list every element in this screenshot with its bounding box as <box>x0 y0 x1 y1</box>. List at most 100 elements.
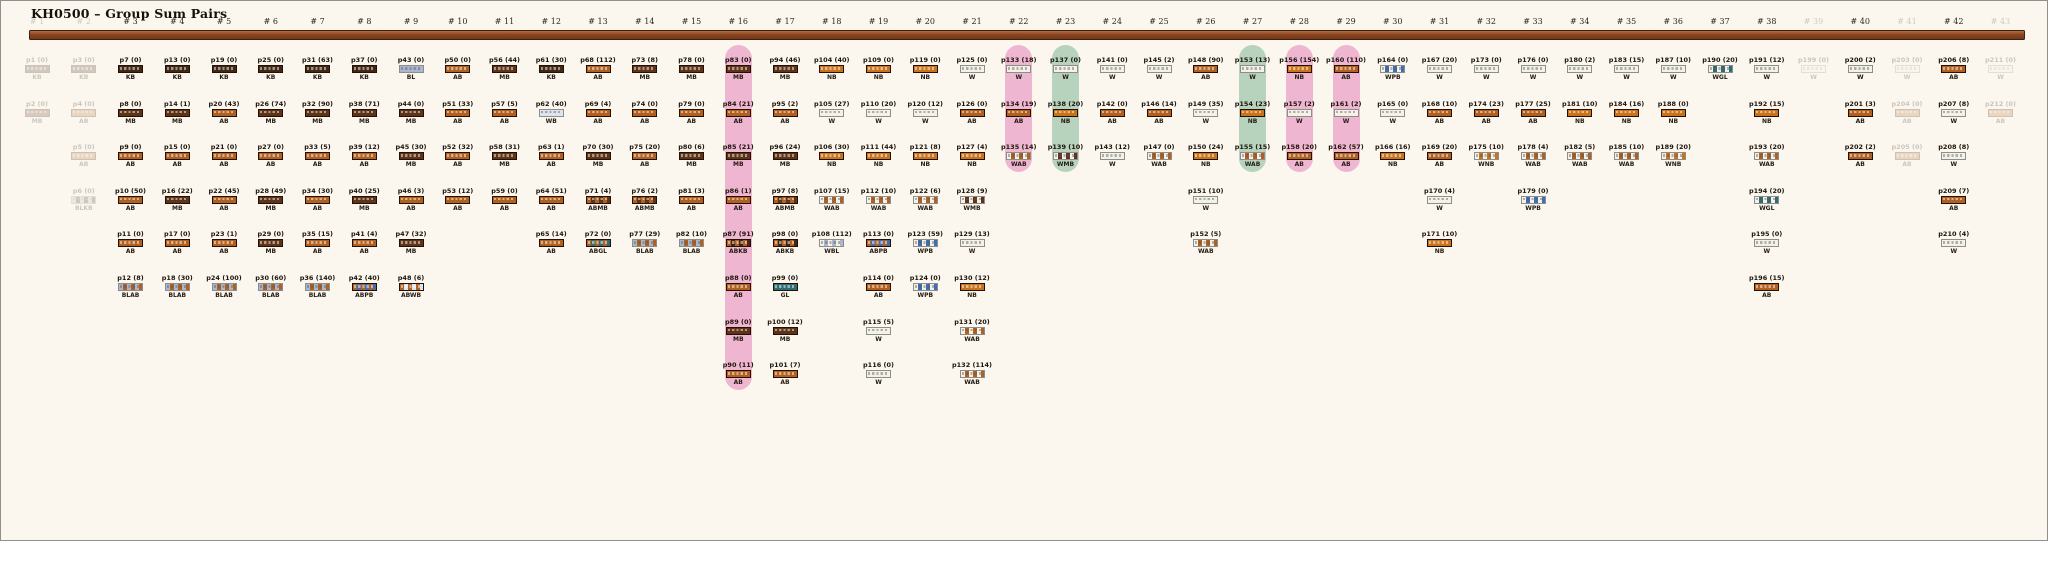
color-code-tag: NB <box>873 74 884 81</box>
part-label: p85 (21) <box>722 143 754 152</box>
brick-studs <box>1288 110 1310 114</box>
brick-bar <box>819 239 845 248</box>
brick-studs <box>727 197 749 201</box>
color-code-tag: BLAB <box>261 292 280 299</box>
part-label: p23 (1) <box>210 230 238 239</box>
brick-bar <box>258 108 284 117</box>
part-item-p8: p8 (0) MB <box>107 100 154 125</box>
part-item-p207: p207 (8) W <box>1930 100 1977 125</box>
brick-studs <box>1709 67 1731 70</box>
part-label: p187 (10) <box>1655 56 1691 64</box>
part-label: p156 (154) <box>1279 56 1320 64</box>
part-label: p44 (0) <box>397 99 425 108</box>
part-label: p47 (32) <box>395 230 427 239</box>
color-code-tag: AB <box>125 204 136 212</box>
part-item-p6: p6 (0) BLKB <box>60 187 107 212</box>
color-code-tag: NB <box>1574 117 1585 125</box>
brick-bar <box>1520 195 1546 204</box>
brick-bar <box>866 326 891 335</box>
part-label: p201 (3) <box>1844 99 1876 108</box>
brick-studs <box>400 241 422 244</box>
brick-bar <box>679 195 704 204</box>
part-label: p122 (6) <box>909 186 941 195</box>
color-code-tag: W <box>921 117 929 125</box>
part-item-p111: p111 (44) NB <box>855 144 902 169</box>
part-item-p19: p19 (0) KB <box>201 57 248 82</box>
brick-bar <box>1427 152 1452 161</box>
color-code-tag: AB <box>359 161 369 169</box>
color-code-tag: WMB <box>1056 161 1075 169</box>
brick-bar <box>258 152 284 161</box>
part-item-p41: p41 (4) AB <box>341 231 388 256</box>
part-item-p139: p139 (10) WMB <box>1042 144 1089 169</box>
part-label: p20 (43) <box>208 99 240 108</box>
color-code-tag: AB <box>1481 117 1491 125</box>
brick-studs <box>1195 110 1217 114</box>
brick-studs <box>540 67 562 70</box>
brick-bar <box>959 239 985 248</box>
brick-studs <box>353 197 375 201</box>
brick-bar <box>585 239 611 248</box>
part-item-p128: p128 (9) WMB <box>949 187 996 212</box>
brick-studs <box>540 110 562 114</box>
column-header-6: # 6 <box>263 17 278 26</box>
part-label: p18 (30) <box>161 274 193 282</box>
part-item-p47: p47 (32) MB <box>388 230 435 256</box>
column-header-9: # 9 <box>403 17 419 26</box>
part-item-p183: p183 (15) W <box>1603 57 1650 82</box>
part-label: p21 (0) <box>210 143 238 152</box>
brick-studs <box>1429 67 1450 70</box>
color-code-tag: AB <box>359 248 369 256</box>
brick-studs <box>1756 154 1778 157</box>
brick-studs <box>120 110 141 114</box>
part-item-p42: p42 (40) ABPB <box>341 275 388 300</box>
brick-studs <box>447 197 469 201</box>
brick-studs <box>213 110 235 114</box>
column-header-3: # 3 <box>123 17 138 26</box>
part-label: p188 (0) <box>1657 99 1689 108</box>
part-label: p148 (90) <box>1188 56 1224 64</box>
column-header-14: # 14 <box>635 17 655 26</box>
part-item-p155: p155 (15) WAB <box>1229 144 1276 169</box>
part-label: p189 (20) <box>1655 143 1691 152</box>
color-code-tag: AB <box>1341 161 1351 169</box>
part-label: p142 (0) <box>1096 99 1128 108</box>
brick-bar <box>1380 65 1406 73</box>
brick-studs <box>353 154 375 157</box>
brick-bar <box>305 108 330 117</box>
brick-bar <box>959 326 985 335</box>
brick-bar <box>351 195 377 204</box>
part-label: p190 (20) <box>1702 56 1738 64</box>
brick-studs <box>961 110 983 114</box>
column-header-15: # 15 <box>681 17 702 26</box>
brick-bar <box>1006 65 1032 73</box>
color-code-tag: W <box>1202 117 1210 125</box>
color-code-tag: MB <box>265 117 277 125</box>
brick-bar <box>1006 152 1032 161</box>
brick-bar <box>1988 65 2013 73</box>
brick-bar <box>351 108 377 117</box>
brick-bar <box>912 152 938 161</box>
part-label: p79 (0) <box>678 99 705 108</box>
part-item-p212: p212 (0) AB <box>1977 100 2024 125</box>
brick-bar <box>1193 195 1219 204</box>
color-code-tag: W <box>1015 74 1023 81</box>
brick-studs <box>307 241 328 244</box>
part-item-p120: p120 (12) W <box>902 100 949 125</box>
part-label: p1 (0) <box>26 56 48 64</box>
brick-studs <box>727 372 749 375</box>
brick-bar <box>1427 65 1452 73</box>
brick-studs <box>1569 154 1591 157</box>
color-code-tag: AB <box>1107 117 1117 125</box>
brick-studs <box>120 154 141 157</box>
part-label: p86 (1) <box>725 186 752 195</box>
part-item-p38: p38 (71) MB <box>341 100 388 125</box>
part-label: p178 (4) <box>1517 143 1549 152</box>
brick-studs <box>120 197 141 201</box>
part-item-p104: p104 (40) NB <box>808 57 855 82</box>
part-label: p61 (30) <box>535 56 567 64</box>
color-code-tag: W <box>1108 161 1116 169</box>
brick-studs <box>1943 67 1965 70</box>
color-code-tag: AB <box>1201 74 1211 81</box>
brick-bar <box>1894 152 1920 161</box>
